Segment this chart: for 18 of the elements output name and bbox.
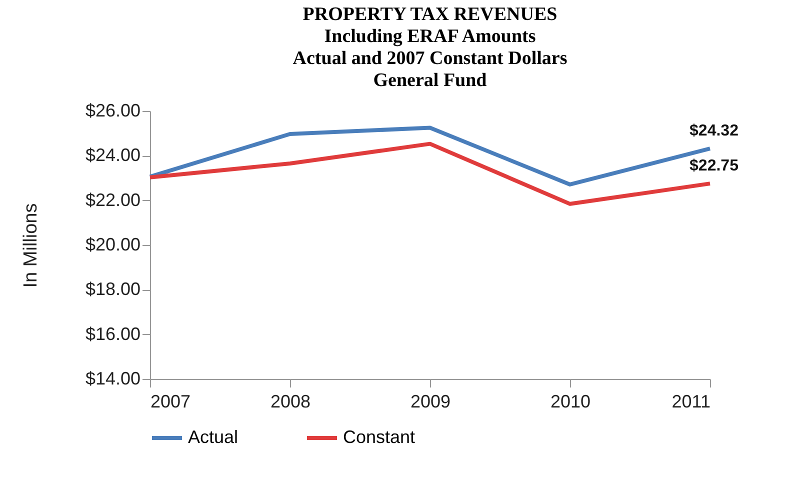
y-tick-label: $22.00 xyxy=(85,190,140,210)
x-tick-label: 2011 xyxy=(672,392,710,412)
y-tick-label: $20.00 xyxy=(85,234,140,254)
chart-title: PROPERTY TAX REVENUES Including ERAF Amounts Actual and 2007 Constant Dollars General Fund xyxy=(292,4,568,91)
x-tick-label: 2009 xyxy=(410,392,451,412)
y-tick-label: $14.00 xyxy=(85,368,140,388)
y-tick-label: $24.00 xyxy=(85,145,140,166)
legend-label: Constant xyxy=(343,427,416,447)
data-label: $24.32 xyxy=(690,122,739,140)
y-tick-label: $18.00 xyxy=(85,279,140,300)
y-tick-label: $16.00 xyxy=(85,324,140,344)
legend-label: Actual xyxy=(188,427,238,447)
x-tick-label: 2007 xyxy=(150,392,191,412)
x-tick-label: 2008 xyxy=(270,392,311,412)
y-tick-label: $26.00 xyxy=(85,100,140,120)
data-label: $22.75 xyxy=(690,158,739,175)
x-tick-label: 2010 xyxy=(550,392,591,412)
y-axis-title: In Millions xyxy=(20,203,42,288)
